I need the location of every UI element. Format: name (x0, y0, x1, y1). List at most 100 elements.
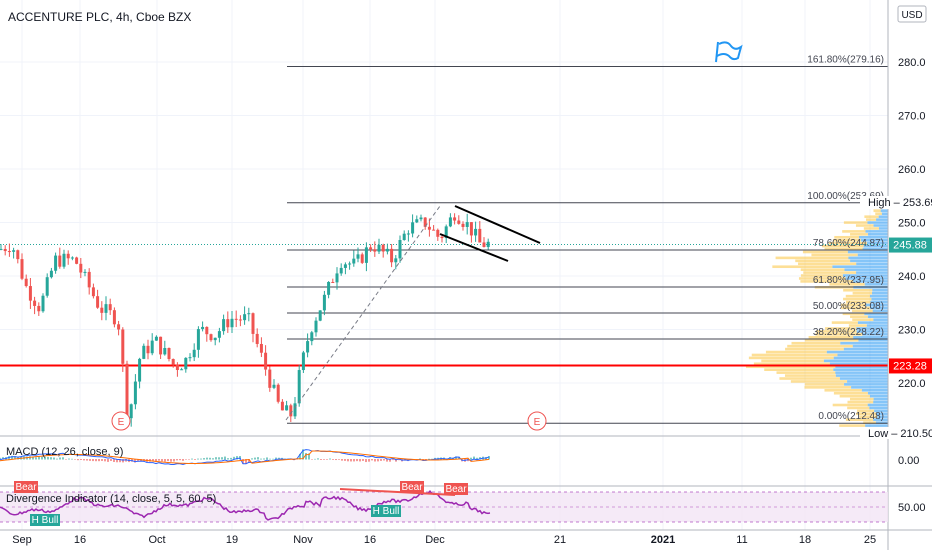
flag-icon[interactable] (715, 41, 743, 63)
channel-upper-line (454, 205, 541, 244)
volume-profile-bar-up (844, 383, 888, 386)
macd-histogram-bar (182, 459, 184, 461)
fib-level-label: 0.00%(212.48) (818, 411, 884, 422)
macd-histogram-bar (260, 458, 262, 460)
volume-profile-bar-down (845, 418, 874, 422)
volume-profile-bar-up (851, 386, 888, 389)
macd-histogram-bar (227, 458, 229, 460)
macd-signal-line (0, 450, 490, 464)
candle-body (364, 247, 368, 263)
earnings-marker-dec[interactable]: E (527, 411, 547, 431)
candle-body (440, 236, 444, 239)
volume-profile-bar-down (824, 388, 862, 392)
macd-histogram-bar (236, 456, 238, 460)
volume-profile-bar-down (832, 238, 861, 242)
price-axis[interactable]: 220.0 230.0 240.0 250.0 260.0 270.0 280.0 (898, 57, 926, 390)
macd-histogram-bar (104, 459, 106, 462)
volume-profile-bar-up (881, 212, 888, 216)
macd-histogram-bar (203, 458, 205, 460)
volume-profile-bar-up (870, 294, 888, 298)
volume-profile-bar-down (787, 344, 853, 348)
volume-profile-bar-down (859, 415, 878, 419)
candle-body (75, 257, 79, 264)
candlesticks (0, 213, 490, 427)
candle-body (289, 405, 293, 417)
volume-profile-bar-up (847, 250, 888, 254)
candle-body (205, 326, 209, 335)
macd-histogram-bar (380, 459, 382, 461)
candle-body (100, 307, 104, 313)
volume-profile-bar-up (865, 230, 888, 233)
volume-profile-bar-down (852, 318, 874, 321)
candle-body (12, 250, 16, 252)
volume-profile-bar-up (858, 235, 888, 239)
candle-body (83, 271, 87, 273)
candle-body (37, 305, 41, 312)
candle-body (411, 222, 415, 234)
candle-body (108, 304, 112, 311)
svg-text:Low – 210.50: Low – 210.50 (868, 428, 932, 440)
candle-body (285, 405, 289, 411)
earnings-marker-oct[interactable]: E (111, 411, 131, 431)
macd-histogram-bar (209, 457, 211, 460)
candle-body (49, 270, 53, 278)
volume-profile-bar-up (863, 244, 888, 248)
divergence-pane[interactable] (0, 489, 491, 521)
volume-profile-bar-up (874, 409, 888, 413)
volume-profile-bar-up (871, 291, 888, 295)
volume-profile-bar-up (862, 247, 888, 251)
volume-profile-bar-down (803, 271, 857, 274)
volume-profile-bar-down (875, 212, 882, 216)
volume-profile-bar-up (835, 374, 888, 377)
candle-body (343, 264, 347, 268)
volume-profile-bar-down (840, 303, 867, 307)
macd-histogram-bar (41, 456, 43, 460)
macd-histogram-bar (368, 459, 370, 462)
time-axis[interactable]: Sep 16 Oct 19 Nov 16 Dec 21 2021 11 18 25 (12, 534, 876, 546)
price-tick-label: 250.0 (898, 218, 926, 230)
candle-body (213, 337, 217, 341)
candle-body (188, 357, 192, 359)
volume-profile-bar-down (804, 386, 852, 389)
macd-histogram-bar (173, 459, 175, 462)
macd-histogram-bar (374, 459, 376, 462)
macd-pane[interactable] (0, 449, 490, 466)
candle-body (318, 310, 322, 321)
time-tick-label: 25 (864, 534, 876, 546)
macd-histogram-bar (74, 459, 76, 460)
macd-histogram-bar (269, 458, 271, 460)
svg-text:223.28: 223.28 (893, 360, 927, 372)
fibonacci-retracement: 0.00%(212.48) 38.20%(228.22) 50.00%(233.08… (287, 54, 888, 424)
currency-button[interactable]: USD (897, 5, 927, 23)
candle-body (167, 347, 171, 360)
macd-histogram-bar (266, 457, 268, 460)
macd-histogram-bar (242, 459, 244, 464)
candle-body (159, 336, 163, 355)
candle-body (356, 254, 360, 259)
macd-histogram-bar (191, 458, 193, 460)
macd-histogram-bar (275, 457, 277, 460)
candle-body (385, 248, 389, 252)
volume-profile-bar-down (776, 371, 836, 374)
volume-profile-bar-up (872, 288, 888, 292)
macd-histogram-bar (317, 458, 319, 460)
volume-profile-bar-up (850, 259, 888, 263)
time-tick-label: Dec (425, 534, 445, 546)
volume-profile-bar-up (867, 315, 888, 319)
volume-profile-bar-up (839, 377, 888, 380)
macd-histogram-bar (338, 459, 340, 460)
volume-profile-bar-down (824, 247, 863, 251)
volume-profile-bar-down (852, 291, 872, 295)
channel-drawing[interactable] (285, 205, 541, 421)
macd-histogram-bar (47, 456, 49, 460)
channel-lower-line (439, 233, 509, 262)
candle-body (154, 336, 158, 341)
macd-histogram-bar (371, 459, 373, 461)
volume-profile-bar-up (835, 365, 888, 369)
candle-body (163, 347, 167, 355)
candle-body (482, 242, 486, 247)
macd-histogram-bar (386, 459, 388, 462)
volume-profile-bar-up (873, 418, 888, 422)
